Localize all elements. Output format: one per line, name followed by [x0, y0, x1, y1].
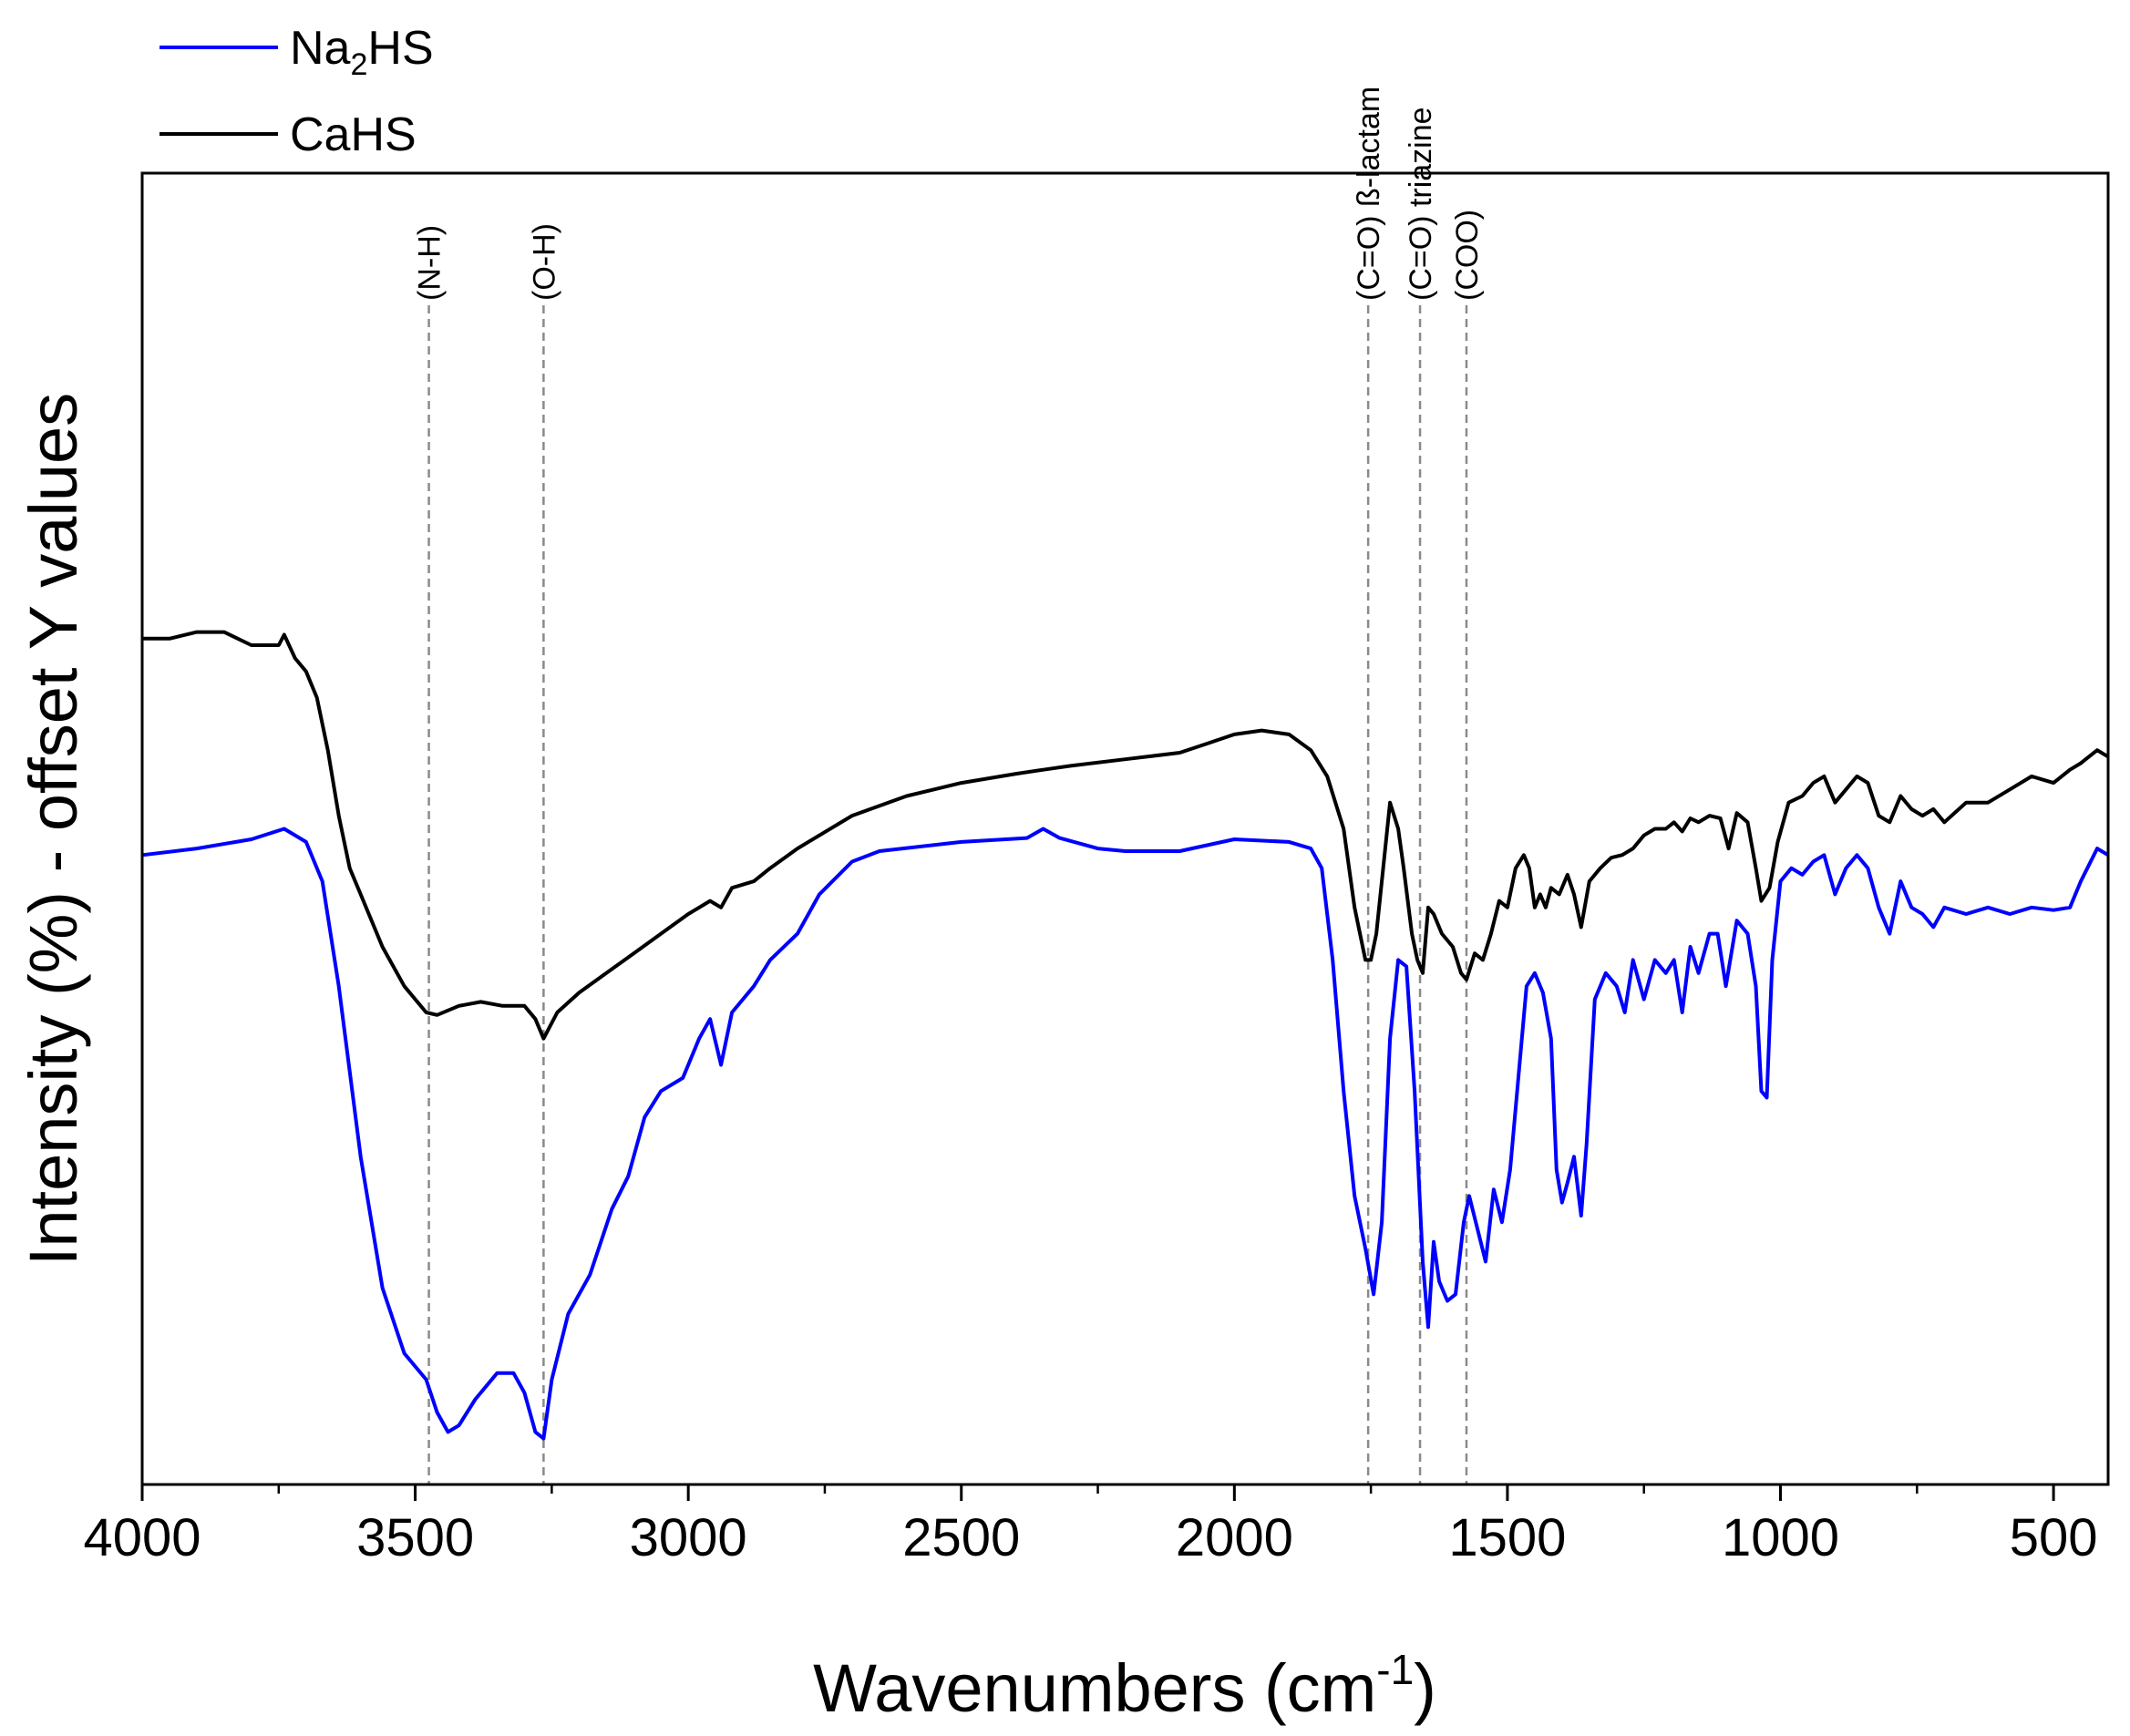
band-marker-label: (C=O) ß-lactam — [1352, 87, 1386, 301]
band-marker-label: (COO) — [1450, 210, 1485, 301]
band-markers: (N-H) (O-H) (C=O) ß-lactam (C=O) triazine (C… — [413, 87, 1485, 1484]
band-marker-label: (C=O) triazine — [1404, 107, 1438, 301]
x-axis: 4000 3500 3000 2500 2000 1500 1000 500 — [83, 1484, 2097, 1567]
x-axis-title-main: Wavenumbers (cm — [813, 1650, 1376, 1726]
legend-label: CaHS — [290, 108, 417, 161]
x-axis-title: Wavenumbers (cm-1) — [813, 1646, 1436, 1726]
band-marker-label: (O-H) — [527, 223, 561, 301]
x-tick-label: 500 — [2010, 1508, 2098, 1567]
x-tick-label: 4000 — [83, 1508, 201, 1567]
plot-frame — [140, 171, 2110, 1486]
x-tick-label: 1500 — [1448, 1508, 1566, 1567]
band-marker-label: (N-H) — [413, 225, 448, 301]
series-line-cahs — [142, 630, 2110, 1041]
x-tick-label: 3500 — [356, 1508, 474, 1567]
x-tick-label: 3000 — [630, 1508, 747, 1567]
x-tick-label: 1000 — [1722, 1508, 1839, 1567]
series-line-na2hs — [141, 827, 2110, 1441]
legend-label-subscript: 2 — [350, 47, 367, 82]
series-lines — [141, 630, 2110, 1441]
legend-label: Na2HS — [290, 22, 434, 82]
x-tick-label: 2000 — [1176, 1508, 1293, 1567]
legend-label-rest: HS — [367, 22, 433, 75]
legend: Na2HS CaHS — [159, 22, 434, 161]
legend-label-main: Na — [290, 22, 351, 75]
y-axis-title: Intensity (%) - offset Y values — [15, 393, 91, 1266]
legend-label-main: CaHS — [290, 108, 417, 161]
x-axis-title-close: ) — [1414, 1650, 1436, 1726]
x-axis-title-superscript: -1 — [1376, 1646, 1414, 1693]
x-tick-label: 2500 — [902, 1508, 1020, 1567]
